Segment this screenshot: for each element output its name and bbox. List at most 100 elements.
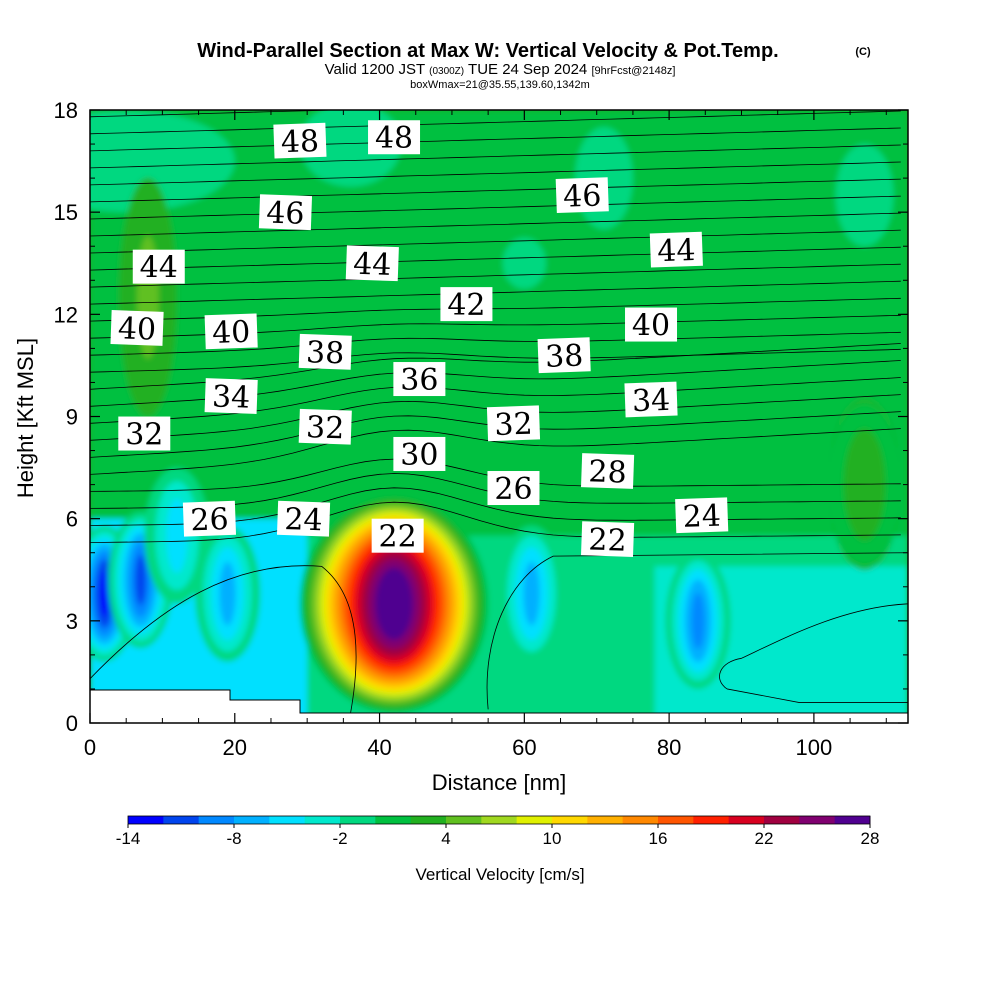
theta-label: 26 — [487, 471, 540, 507]
theta-label: 46 — [258, 194, 313, 232]
theta-line — [90, 178, 901, 203]
theta-label-box — [625, 307, 678, 342]
theta-label: 32 — [118, 416, 171, 453]
theta-label-box — [393, 362, 446, 397]
theta-label-text: 48 — [280, 124, 319, 160]
x-tick-label: 80 — [657, 735, 681, 760]
theta-label-box — [273, 122, 327, 159]
theta-label: 24 — [276, 500, 331, 538]
forecast-info: [9hrFcst@2148z] — [591, 65, 675, 77]
y-tick-label: 3 — [66, 609, 78, 634]
theta-label-text: 28 — [588, 454, 627, 490]
colorbar-swatch — [728, 816, 765, 824]
theta-line — [90, 127, 901, 152]
theta-label-box — [555, 177, 609, 214]
theta-line — [90, 110, 901, 135]
theta-line — [90, 263, 901, 288]
theta-label: 44 — [649, 231, 703, 269]
colorbar-frame — [127, 815, 871, 825]
x-tick-label: 20 — [223, 735, 247, 760]
theta-label: 44 — [345, 245, 399, 283]
theta-label-text: 46 — [266, 196, 305, 232]
colorbar-swatch — [658, 816, 694, 824]
x-axis-label: Distance [nm] — [432, 770, 567, 795]
theta-label-text: 34 — [631, 383, 670, 419]
theta-label-box — [298, 333, 352, 370]
theta-label: 48 — [368, 120, 421, 156]
plot-area: 48 48 46 46 44 44 44 42 40 40 40 38 38 36 34 34 32 32 32 30… — [90, 110, 908, 723]
theta-line — [90, 212, 901, 237]
valid-utc: (0300Z) — [429, 66, 464, 77]
theta-label-text: 24 — [284, 502, 323, 538]
theta-line — [90, 110, 347, 118]
colorbar-tick-label: -2 — [332, 829, 347, 848]
vv-feature-4 — [299, 494, 489, 713]
y-tick-label: 6 — [66, 507, 78, 532]
theta-label-box — [581, 521, 635, 557]
theta-label: 38 — [298, 333, 352, 371]
theta-label-text: 38 — [306, 335, 345, 371]
theta-line — [90, 161, 901, 186]
theta-label: 36 — [393, 362, 446, 398]
theta-label-box — [204, 378, 258, 414]
colorbar-swatch — [198, 816, 235, 824]
theta-label-box — [537, 337, 591, 374]
colorbar-swatch — [693, 816, 730, 824]
theta-line — [90, 331, 901, 356]
theta-label: 34 — [624, 381, 678, 419]
theta-label-box — [298, 408, 352, 445]
upper-weak-4 — [835, 144, 894, 247]
valid-prefix: Valid 1200 JST — [325, 61, 425, 78]
colorbar-swatch — [481, 816, 518, 824]
colorbar-tick-label: 10 — [543, 829, 562, 848]
theta-label-box — [486, 405, 541, 442]
theta-label-box — [624, 381, 678, 418]
theta-label-box — [276, 500, 331, 537]
colorbar-swatch — [622, 816, 659, 824]
vertical-velocity-field — [90, 110, 908, 723]
colorbar-swatch — [269, 816, 306, 824]
theta-labels: 48 48 46 46 44 44 44 42 40 40 40 38 38 36 34 34 32 32 32 30… — [110, 120, 729, 559]
vv-feature-3 — [194, 525, 261, 662]
colorbar-swatch — [516, 816, 553, 824]
theta-label: 38 — [537, 337, 591, 375]
theta-line-low — [726, 688, 908, 703]
theta-label: 46 — [555, 177, 609, 215]
theta-label-text: 46 — [563, 178, 602, 214]
theta-label-box — [110, 310, 164, 346]
theta-label-text: 22 — [379, 520, 417, 555]
colorbar-swatch — [834, 816, 871, 824]
theta-label-box — [118, 416, 171, 451]
theta-label-text: 30 — [400, 438, 438, 473]
theta-line — [90, 377, 901, 424]
y-axis-label: Height [Kft MSL] — [13, 338, 38, 498]
theta-label-box — [393, 436, 446, 471]
theta-label-text: 44 — [353, 247, 392, 283]
theta-line-low — [486, 552, 908, 710]
colorbar-swatch — [375, 816, 412, 824]
colorbar-tick-label: 22 — [755, 829, 774, 848]
colorbar-swatch — [234, 816, 270, 824]
colorbar-swatch — [304, 816, 341, 824]
theta-label: 34 — [204, 378, 258, 416]
theta-label-box — [132, 249, 185, 284]
theta-line — [90, 280, 901, 305]
x-tick-label: 40 — [367, 735, 391, 760]
colorbar-swatch — [163, 816, 200, 824]
theta-label-text: 42 — [447, 288, 485, 323]
theta-label-text: 40 — [117, 311, 156, 347]
theta-label-text: 44 — [140, 251, 178, 286]
colorbar-swatch — [340, 816, 376, 824]
theta-label: 48 — [273, 122, 327, 160]
vv-feature-7 — [828, 402, 901, 567]
colorbar-swatch — [410, 816, 447, 824]
theta-label-text: 48 — [375, 121, 413, 156]
y-tick-label: 9 — [66, 405, 78, 430]
theta-label-box — [345, 245, 399, 282]
theta-label-text: 24 — [682, 499, 721, 535]
upper-weak-3 — [502, 237, 547, 289]
theta-label-text: 26 — [494, 472, 532, 507]
colorbar-swatch — [128, 816, 164, 824]
theta-label: 40 — [204, 313, 258, 351]
